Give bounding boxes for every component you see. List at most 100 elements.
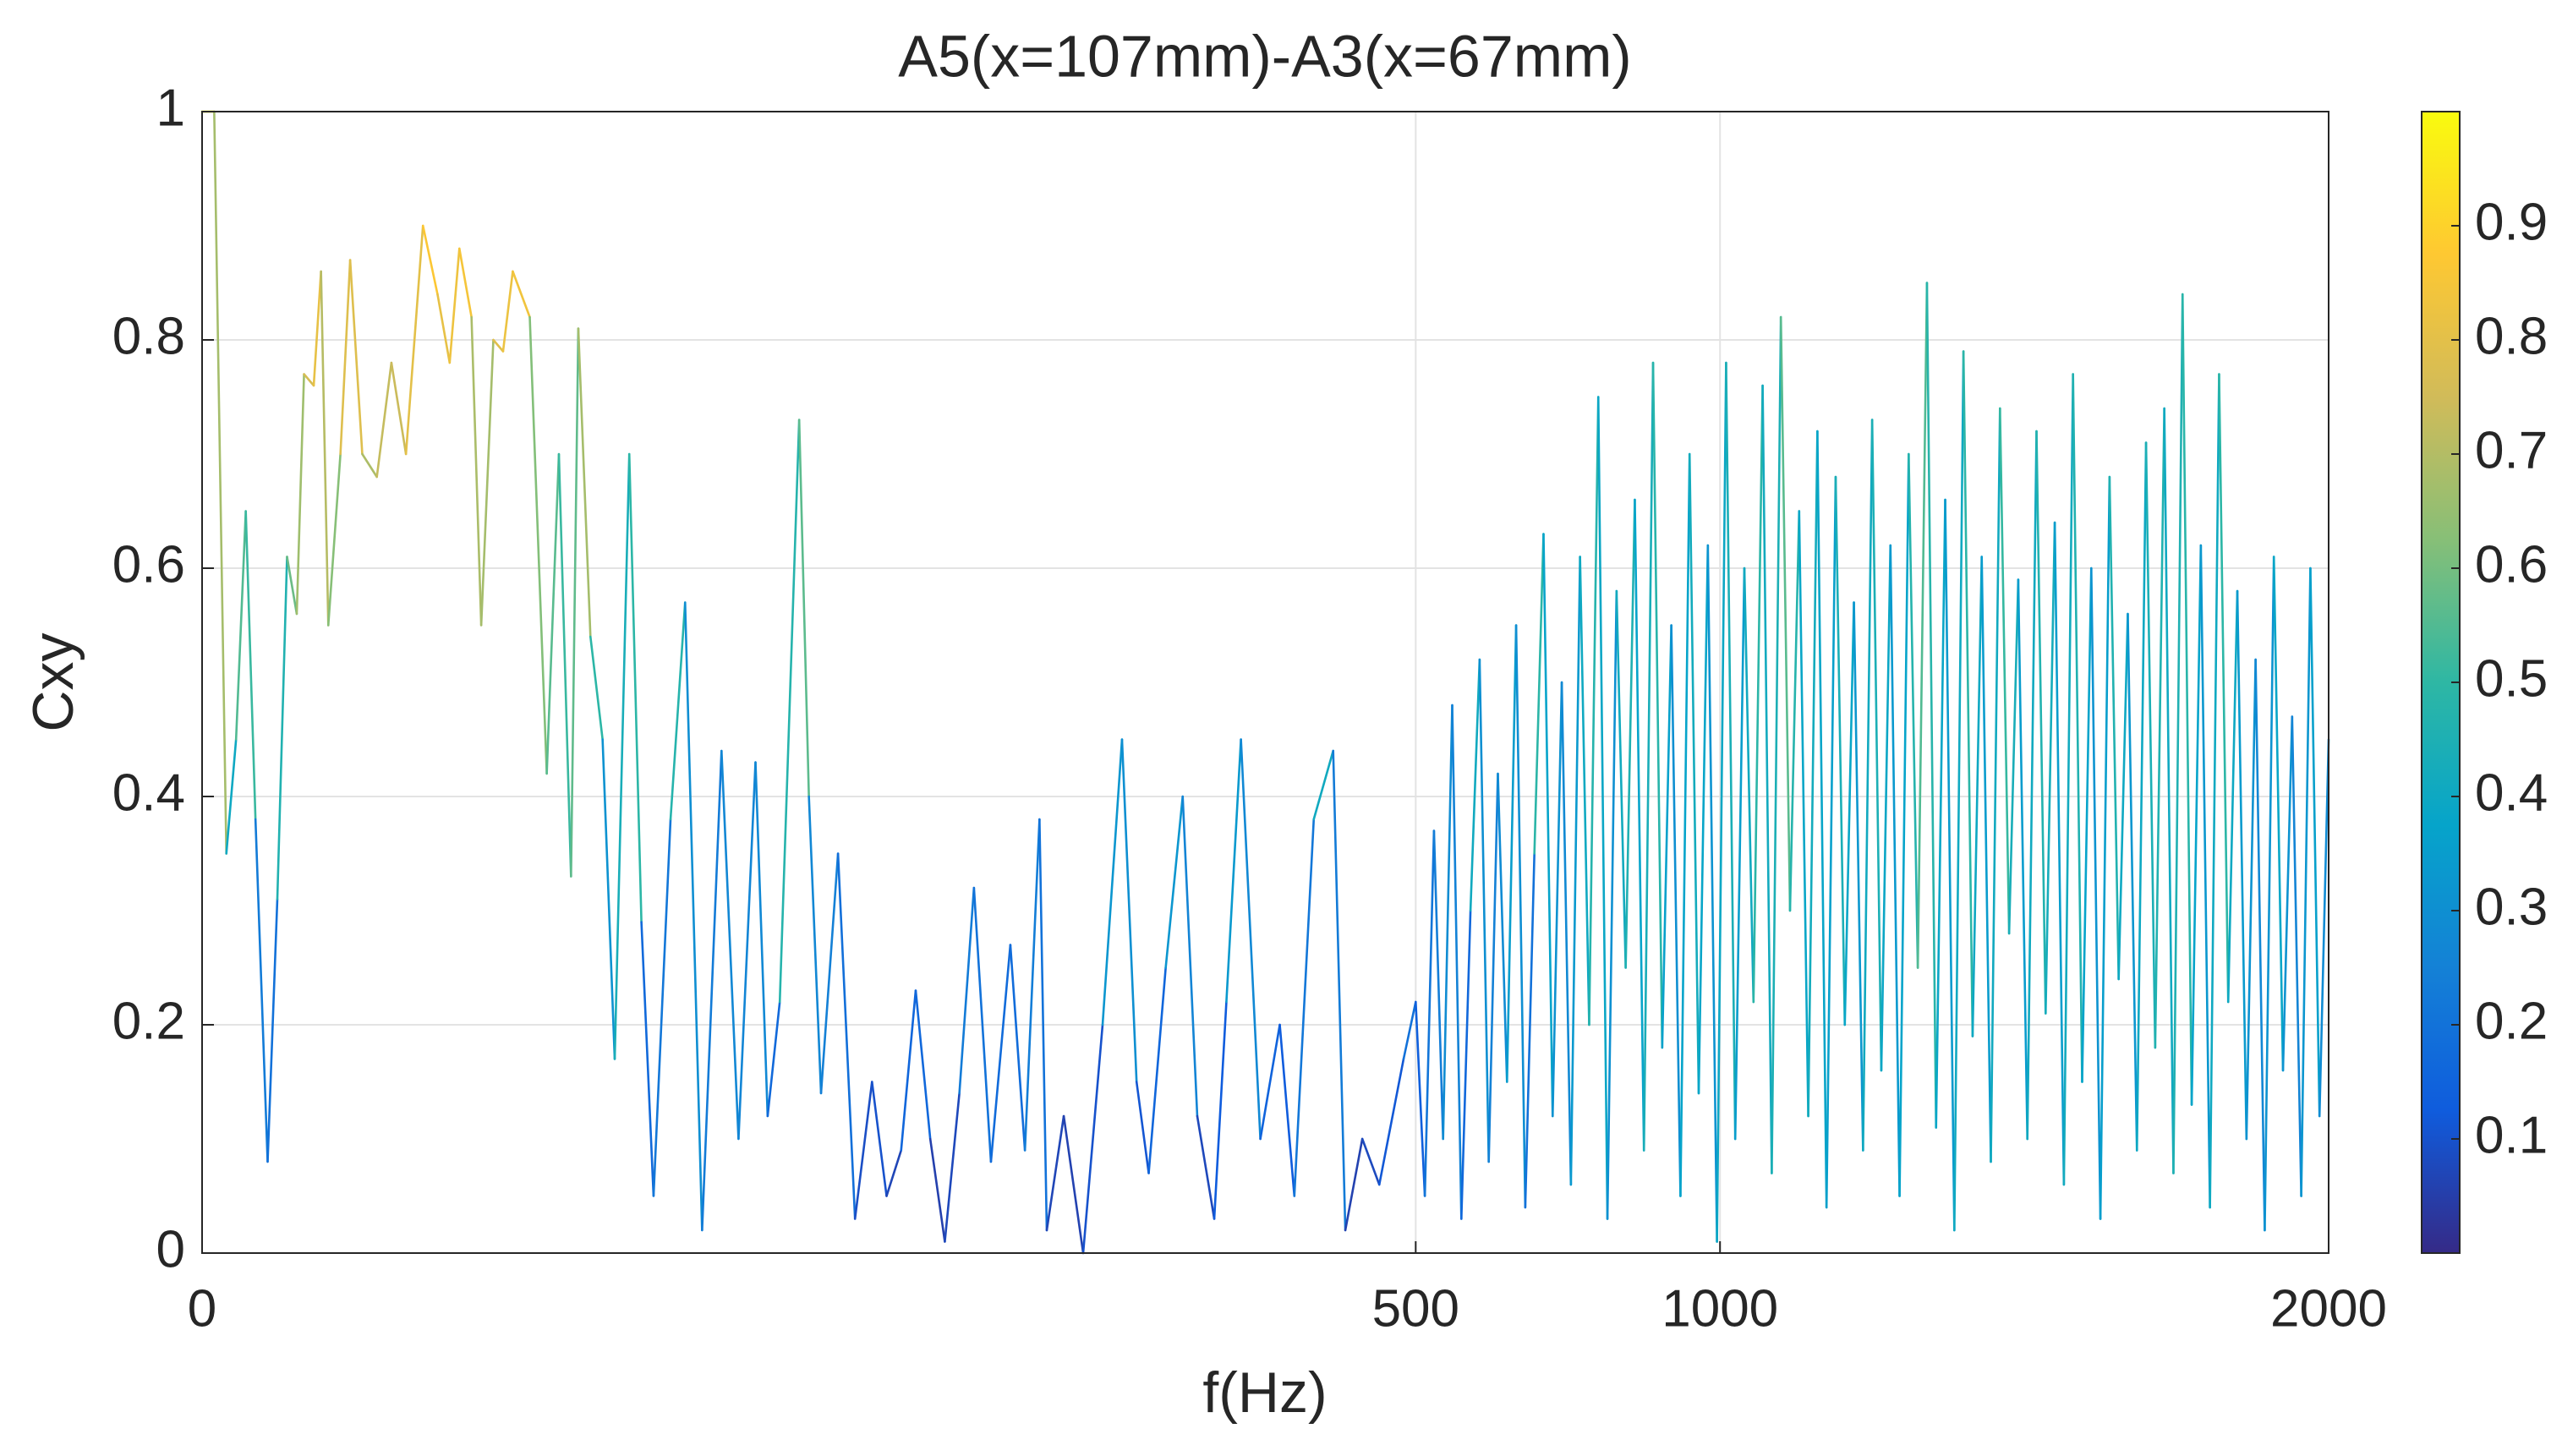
line-segment — [1240, 738, 1262, 1141]
line-segment — [1045, 1114, 1065, 1232]
colorbar-tick-label: 0.2 — [2475, 992, 2548, 1050]
line-segment — [819, 852, 840, 1095]
line-segment — [2318, 738, 2330, 1118]
colorbar-tick-label: 0.1 — [2475, 1106, 2548, 1164]
line-segment — [1505, 624, 1518, 1083]
line-segment — [1135, 1081, 1150, 1174]
line-segment — [2026, 430, 2038, 1141]
colorbar-tick-label: 0.5 — [2475, 649, 2548, 708]
axes-box — [201, 111, 2329, 1254]
chart-title: A5(x=107mm)-A3(x=67mm) — [898, 23, 1631, 89]
line-segment — [1962, 350, 1974, 1037]
line-segment — [2254, 658, 2266, 1232]
line-segment — [1402, 1000, 1417, 1060]
line-segment — [1743, 567, 1755, 1004]
line-segment — [1312, 749, 1335, 821]
line-segment — [1670, 624, 1682, 1197]
line-segment — [1442, 703, 1453, 1141]
line-segment — [2209, 373, 2220, 1209]
line-segment — [1642, 361, 1655, 1152]
line-segment — [1432, 829, 1445, 1141]
line-segment — [1120, 738, 1138, 1083]
line-segment — [972, 886, 993, 1163]
line-segment — [853, 1081, 873, 1220]
line-segment — [1164, 795, 1185, 969]
colorbar-tick-label: 0.3 — [2475, 878, 2548, 936]
line-segment — [234, 510, 247, 741]
line-segment — [669, 601, 687, 821]
line-segment — [2291, 715, 2302, 1197]
x-tick-label: 2000 — [2270, 1279, 2387, 1338]
line-segment — [1862, 419, 1874, 1152]
line-segment — [1935, 498, 1946, 1129]
line-segment — [2154, 407, 2165, 1049]
line-segment — [1344, 1137, 1364, 1232]
line-segment — [2081, 567, 2093, 1083]
line-segment — [836, 852, 857, 1220]
line-segment — [1524, 852, 1536, 1209]
line-segment — [900, 989, 917, 1152]
line-segment — [1816, 430, 1828, 1209]
line-segment — [778, 419, 801, 1004]
line-segment — [1023, 818, 1041, 1152]
line-segment — [1706, 544, 1718, 1243]
line-segment — [885, 1149, 903, 1197]
line-segment — [1062, 1114, 1085, 1255]
line-segment — [375, 361, 393, 479]
line-segment — [2017, 578, 2029, 1141]
line-segment — [2236, 589, 2248, 1141]
line-segment — [2264, 556, 2275, 1232]
line-segment — [1278, 1023, 1296, 1197]
y-axis-label: Cxy — [21, 632, 85, 731]
line-segment — [295, 373, 305, 616]
line-segment — [1990, 407, 2001, 1163]
line-segment — [1697, 544, 1710, 1095]
line-segment — [1761, 384, 1773, 1174]
line-segment — [2163, 407, 2175, 1174]
line-segment — [276, 556, 288, 900]
line-segment — [1870, 419, 1883, 1072]
line-segment — [1009, 944, 1026, 1152]
line-segment — [2172, 293, 2184, 1174]
y-tick-label: 0.4 — [112, 764, 185, 822]
line-segment — [326, 452, 342, 627]
y-tick-label: 1 — [156, 79, 185, 137]
line-segment — [2281, 715, 2294, 1072]
line-segment — [1147, 966, 1167, 1174]
line-segment — [1771, 315, 1782, 1174]
line-segment — [1752, 384, 1764, 1004]
line-segment — [1898, 452, 1910, 1197]
line-segment — [1843, 601, 1855, 1026]
line-segment — [2072, 373, 2083, 1083]
line-segment — [1798, 510, 1809, 1118]
line-segment — [1725, 361, 1737, 1141]
line-segment — [1101, 738, 1124, 1026]
x-tick-label: 1000 — [1662, 1279, 1778, 1338]
line-segment — [2007, 578, 2020, 935]
line-segment — [807, 795, 823, 1095]
line-segment — [320, 270, 330, 627]
colorbar-tick-label: 0.7 — [2475, 421, 2548, 479]
line-segment — [754, 761, 769, 1118]
line-segment — [2089, 567, 2102, 1220]
line-segment — [266, 898, 279, 1163]
line-segment — [627, 452, 643, 923]
line-segment — [1542, 533, 1554, 1118]
line-segment — [1181, 795, 1199, 1118]
line-segment — [737, 761, 757, 1141]
line-segment — [613, 452, 631, 1060]
line-segment — [1615, 589, 1627, 969]
x-axis-label: f(Hz) — [1202, 1360, 1327, 1425]
line-segment — [1889, 544, 1901, 1197]
line-segment — [1880, 544, 1892, 1072]
line-segment — [1213, 1000, 1228, 1220]
line-segment — [989, 944, 1012, 1163]
line-segment — [312, 270, 322, 387]
line-segment — [1980, 556, 1992, 1163]
x-tick-label: 500 — [1372, 1279, 1459, 1338]
line-segment — [2218, 373, 2230, 1004]
line-segment — [1451, 703, 1463, 1220]
line-segment — [2108, 475, 2120, 981]
y-tick-label: 0.2 — [112, 992, 185, 1050]
line-segment — [1779, 315, 1792, 912]
